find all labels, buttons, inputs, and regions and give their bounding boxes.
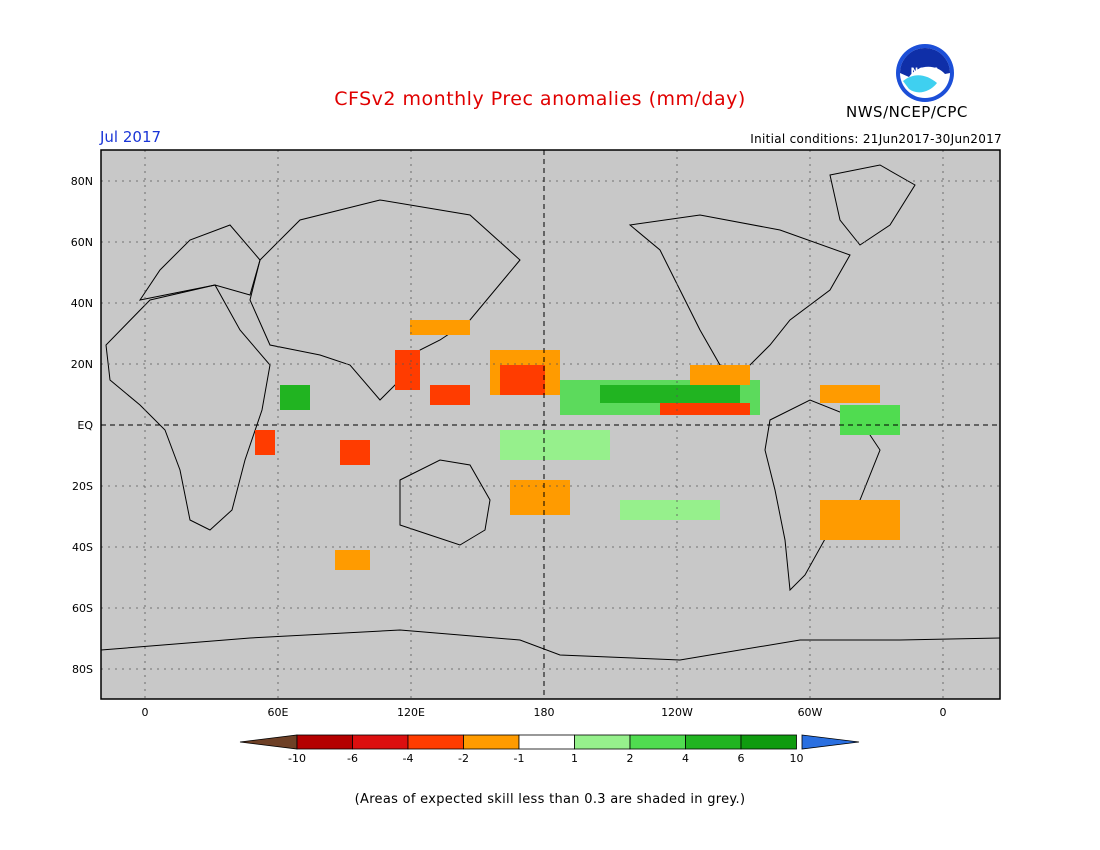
- longitude-labels: 0 60E 120E 180 120W 60W 0: [142, 706, 947, 719]
- legend-arrow-right: [801, 734, 860, 750]
- legend-arrow-left: [239, 734, 298, 750]
- noaa-logo-icon: NOAA: [896, 44, 954, 102]
- legend-swatch: [407, 734, 464, 750]
- legend-tick-label: 10: [790, 752, 804, 765]
- legend-tick-label: 2: [627, 752, 634, 765]
- lon-label: 60W: [798, 706, 823, 719]
- lat-label: 80S: [72, 663, 93, 676]
- legend-tick-label: -4: [403, 752, 414, 765]
- legend-swatch: [574, 734, 631, 750]
- legend-tick-label: -2: [458, 752, 469, 765]
- logo-text: NOAA: [911, 67, 940, 77]
- legend-swatch: [463, 734, 520, 750]
- lon-label: 180: [534, 706, 555, 719]
- color-legend: -10 -6 -4 -2 -1 1 2 4 6 10: [239, 734, 860, 765]
- legend-swatch: [352, 734, 409, 750]
- lat-label: 20N: [71, 358, 93, 371]
- legend-swatch: [296, 734, 353, 750]
- anomaly-shading: [255, 320, 900, 570]
- lat-label: 60S: [72, 602, 93, 615]
- lon-label: 0: [940, 706, 947, 719]
- legend-tick-label: 4: [682, 752, 689, 765]
- legend-tick-label: -6: [347, 752, 358, 765]
- forecast-month: Jul 2017: [100, 128, 162, 146]
- legend-tick-label: -10: [288, 752, 306, 765]
- lon-label: 0: [142, 706, 149, 719]
- legend-swatch: [518, 734, 575, 750]
- lat-label: 40N: [71, 297, 93, 310]
- legend-tick-label: -1: [514, 752, 525, 765]
- map-frame: [100, 149, 1001, 700]
- lat-label: 80N: [71, 175, 93, 188]
- lon-label: 120W: [661, 706, 693, 719]
- lon-label: 60E: [268, 706, 289, 719]
- lat-label: EQ: [77, 419, 93, 432]
- lat-label: 40S: [72, 541, 93, 554]
- legend-tick-label: 1: [571, 752, 578, 765]
- legend-swatch: [629, 734, 686, 750]
- latitude-labels: 80N 60N 40N 20N EQ 20S 40S 60S 80S: [71, 175, 94, 676]
- initial-conditions: Initial conditions: 21Jun2017-30Jun2017: [750, 132, 1002, 146]
- agency-label: NWS/NCEP/CPC: [846, 103, 968, 121]
- legend-swatch: [685, 734, 742, 750]
- legend-swatch: [740, 734, 797, 750]
- lat-label: 20S: [72, 480, 93, 493]
- chart-title: CFSv2 monthly Prec anomalies (mm/day): [334, 88, 746, 110]
- lon-label: 120E: [397, 706, 425, 719]
- legend-tick-label: 6: [738, 752, 745, 765]
- lat-label: 60N: [71, 236, 93, 249]
- footnote: (Areas of expected skill less than 0.3 a…: [354, 792, 746, 807]
